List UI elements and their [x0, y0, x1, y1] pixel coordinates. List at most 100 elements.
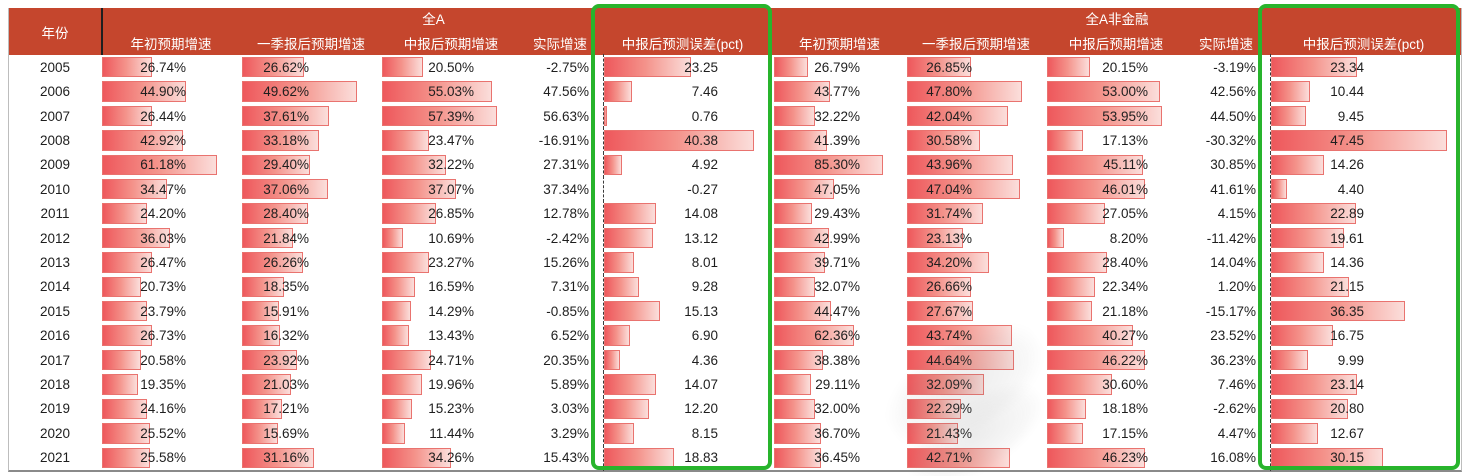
cell-value: 8.15 — [691, 425, 718, 441]
databar — [382, 447, 451, 468]
databar — [382, 179, 457, 200]
cell-value: 31.16% — [263, 450, 309, 466]
error-cell: 13.12 — [599, 224, 766, 252]
cell-value: 49.62% — [263, 84, 309, 100]
databar — [907, 227, 963, 249]
databar — [382, 81, 493, 102]
group-gap — [766, 128, 773, 152]
databar-cell-after-q1: 23.92% — [241, 348, 381, 372]
databar-cell-after-q1: 21.84% — [241, 226, 381, 250]
cell-value: 27.31% — [543, 157, 589, 173]
databar-cell-after-q1: 37.06% — [241, 177, 381, 201]
databar — [102, 423, 150, 444]
databar — [604, 398, 650, 420]
actual-cell: -15.17% — [1186, 299, 1266, 323]
databar — [242, 227, 293, 249]
cell-value: 1.20% — [1217, 279, 1256, 295]
actual-cell: 7.31% — [521, 275, 599, 299]
databar — [1047, 57, 1090, 78]
data-table: 年份 全A 全A非金融 年初预期增速 一季报后预期增速 中报后预期增速 实际增速… — [8, 8, 1462, 472]
cell-value: 19.35% — [140, 376, 186, 392]
cell-value: 18.83 — [684, 450, 718, 466]
year-cell: 2009 — [9, 153, 101, 177]
databar — [907, 81, 1022, 102]
cell-value: 45.11% — [1103, 157, 1148, 173]
actual-cell: 7.46% — [1186, 372, 1266, 396]
databar-cell-begin: 24.20% — [101, 201, 241, 225]
error-cell: 10.44 — [1266, 78, 1461, 106]
cell-value: 32.00% — [814, 401, 860, 417]
databar-cell-after-q1: 26.85% — [906, 55, 1046, 79]
actual-cell: 6.52% — [521, 323, 599, 347]
cell-value: 53.00% — [1102, 84, 1148, 100]
databar-cell-after-mid: 40.27% — [1046, 323, 1186, 347]
cell-value: 26.73% — [140, 328, 186, 344]
cell-value: 23.52% — [1210, 328, 1256, 344]
cell-value: 5.89% — [550, 376, 589, 392]
error-cell: 23.14 — [1266, 371, 1461, 399]
error-cell: 36.35 — [1266, 298, 1461, 325]
databar-cell-after-q1: 18.35% — [241, 275, 381, 299]
cell-value: 40.38 — [684, 132, 718, 148]
databar — [604, 325, 630, 346]
error-cell: 14.08 — [599, 200, 766, 228]
databar-cell-after-q1: 17.21% — [241, 397, 381, 421]
databar — [382, 227, 404, 249]
databar — [774, 203, 812, 224]
group-gap — [766, 104, 773, 128]
cell-value: 57.39% — [428, 108, 474, 124]
cell-value: 26.26% — [263, 254, 309, 270]
year-cell: 2006 — [9, 79, 101, 103]
actual-cell: 14.04% — [1186, 250, 1266, 274]
databar-cell-begin: 25.58% — [101, 446, 241, 470]
cell-value: 20.73% — [140, 279, 186, 295]
databar — [1271, 57, 1358, 78]
databar — [907, 349, 1015, 371]
error-cell: 14.36 — [1266, 249, 1461, 277]
databar-cell-after-mid: 8.20% — [1046, 226, 1186, 250]
error-cell: 21.15 — [1266, 273, 1461, 301]
error-cell: 16.75 — [1266, 322, 1461, 350]
error-cell: 9.28 — [599, 273, 766, 301]
cell-value: -3.19% — [1213, 59, 1256, 75]
table-row: 2010 34.47% 37.06% 37.07% 37.34% -0.27 4… — [9, 176, 1461, 203]
databar — [907, 447, 1010, 468]
databar-cell-after-q1: 15.69% — [241, 421, 381, 445]
cell-value: 17.15% — [1102, 425, 1148, 441]
databar — [604, 105, 607, 127]
cell-value: 24.20% — [140, 206, 186, 222]
group-gap — [766, 372, 773, 396]
cell-value: 56.63% — [543, 108, 589, 124]
year-value: 2007 — [39, 108, 71, 124]
cell-value: 36.03% — [140, 230, 186, 246]
cell-value: 7.31% — [550, 279, 589, 295]
error-cell: 23.34 — [1266, 53, 1461, 81]
col-header-actual: 实际增速 — [533, 36, 587, 52]
year-cell: 2016 — [9, 323, 101, 347]
databar-cell-after-mid: 16.59% — [381, 275, 521, 299]
year-value: 2015 — [39, 303, 71, 319]
actual-cell: 4.47% — [1186, 421, 1266, 445]
databar — [1271, 301, 1406, 322]
cell-value: 15.43% — [543, 450, 589, 466]
cell-value: -0.27 — [687, 181, 718, 197]
cell-value: 27.05% — [1102, 206, 1148, 222]
header-year: 年份 — [41, 25, 69, 41]
actual-cell: 20.35% — [521, 348, 599, 372]
databar — [1047, 154, 1143, 176]
cell-value: 23.27% — [428, 254, 474, 270]
actual-cell: -30.32% — [1186, 128, 1266, 152]
cell-value: 8.20% — [1109, 230, 1148, 246]
databar-cell-begin: 39.71% — [773, 250, 906, 274]
databar — [604, 130, 755, 151]
databar — [604, 81, 632, 102]
error-cell: 8.01 — [599, 249, 766, 277]
year-cell: 2010 — [9, 177, 101, 201]
databar-cell-begin: 36.03% — [101, 226, 241, 250]
cell-value: 42.92% — [140, 132, 186, 148]
group-gap — [766, 397, 773, 421]
header-divider — [101, 8, 103, 55]
databar — [382, 301, 411, 322]
databar — [604, 447, 675, 468]
error-cell: 4.92 — [599, 151, 766, 179]
